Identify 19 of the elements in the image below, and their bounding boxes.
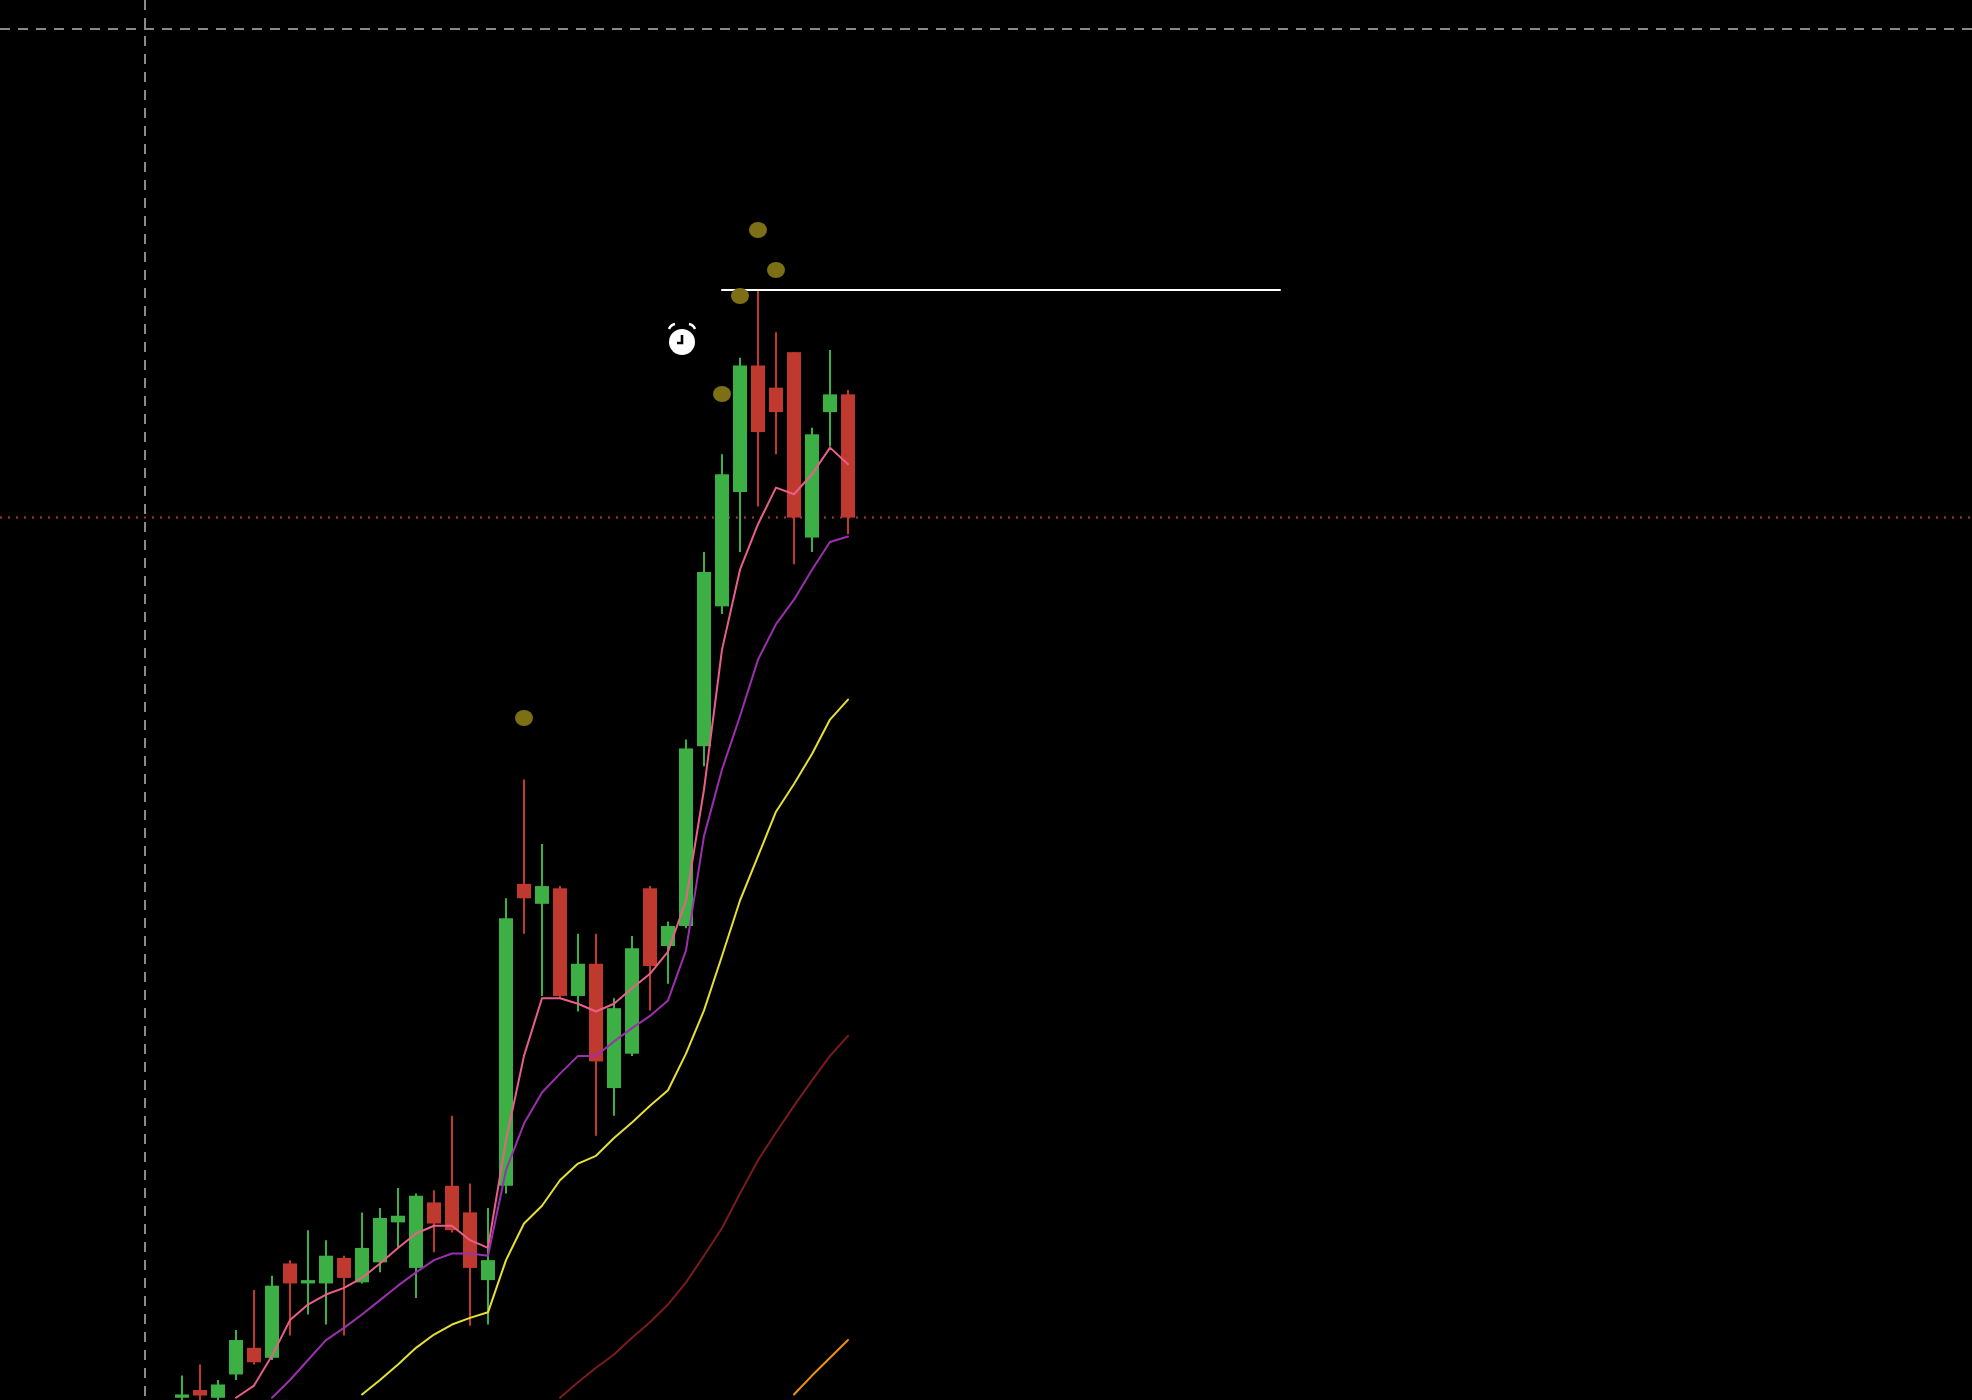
candlestick xyxy=(229,1329,243,1382)
candlestick xyxy=(211,1379,225,1400)
candlestick xyxy=(445,1114,459,1234)
candlestick xyxy=(391,1186,405,1249)
candlestick xyxy=(373,1206,387,1274)
candlestick xyxy=(481,1206,495,1326)
candlestick xyxy=(571,932,585,1013)
candlestick xyxy=(517,778,531,935)
candlestick xyxy=(175,1374,189,1400)
candlestick xyxy=(247,1289,261,1366)
candlestick xyxy=(427,1189,441,1254)
candlestick xyxy=(355,1211,369,1285)
candlestick xyxy=(193,1363,207,1400)
candlestick xyxy=(319,1239,333,1326)
candlestick xyxy=(535,842,549,997)
candlestick xyxy=(283,1259,297,1337)
candlestick xyxy=(823,348,837,448)
candlestick xyxy=(769,331,783,456)
candlestick xyxy=(337,1254,351,1337)
